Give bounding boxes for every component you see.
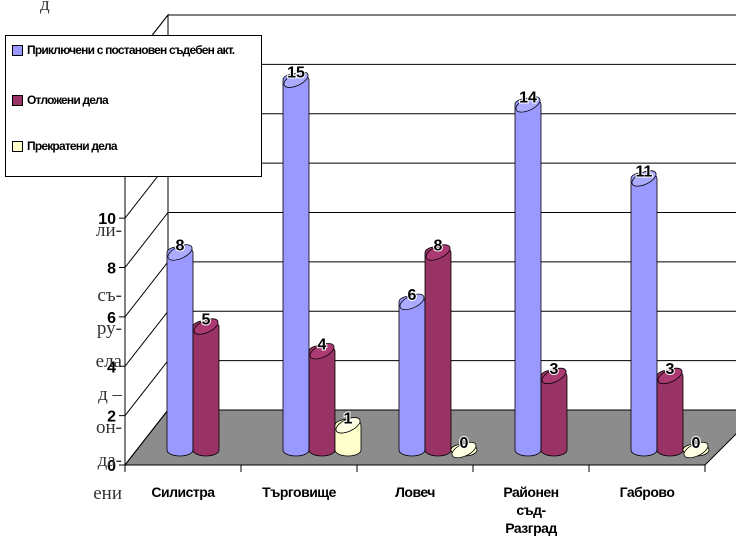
bar-cap <box>657 367 683 385</box>
bar-cap <box>541 367 567 385</box>
bar <box>514 97 542 457</box>
x-tick-label: Търговище <box>262 484 336 500</box>
bar <box>166 246 194 457</box>
x-tick-label: Силистра <box>151 484 215 500</box>
bar <box>630 172 658 457</box>
legend: Приключени с постановен съдебен акт. Отло… <box>5 35 262 177</box>
x-tick-label: Ловеч <box>395 484 435 500</box>
side-text: д – <box>98 384 122 405</box>
bar <box>308 344 336 457</box>
value-label: 8 <box>176 238 185 255</box>
bar-cap <box>309 343 335 360</box>
value-label: 3 <box>666 361 675 378</box>
value-label: 4 <box>318 336 327 353</box>
legend-swatch <box>12 141 23 152</box>
legend-entry: Прекратени дела <box>12 138 257 154</box>
value-label: 14 <box>519 89 537 106</box>
legend-label: Прекратени дела <box>27 139 118 153</box>
value-label: 5 <box>202 312 211 329</box>
bar <box>540 369 568 457</box>
side-text: ли- <box>96 220 122 241</box>
bar-cap <box>631 170 657 187</box>
value-label: 8 <box>434 238 443 255</box>
bar <box>282 73 310 457</box>
legend-swatch <box>12 95 23 106</box>
side-text: съ- <box>97 285 122 306</box>
y-tick-label: 2 <box>107 409 116 426</box>
x-tick-label: Районен съд-Разград <box>503 484 559 536</box>
side-text: он- <box>96 417 122 438</box>
side-text: ени <box>93 483 122 504</box>
y-tick-label: 8 <box>107 261 116 278</box>
legend-entry: Приключени с постановен съдебен акт. <box>12 42 257 58</box>
bar-cap <box>515 96 541 113</box>
legend-label: Приключени с постановен съдебен акт. <box>27 43 235 57</box>
bar <box>424 246 452 457</box>
bar-cap <box>683 441 709 459</box>
bar-cap <box>283 71 309 88</box>
value-label: 0 <box>692 435 701 452</box>
y-tick-label: 0 <box>107 458 116 475</box>
value-label: 3 <box>550 361 559 378</box>
bar-cap <box>193 318 219 335</box>
value-label: 0 <box>460 435 469 452</box>
side-text: ела <box>95 351 122 372</box>
bar-cap <box>451 441 477 459</box>
bar-cap <box>399 293 425 311</box>
legend-entry: Отложени дела <box>12 92 257 108</box>
bar <box>398 295 426 457</box>
y-tick-label: 10 <box>98 211 116 228</box>
value-label: 6 <box>408 287 417 304</box>
value-label: 1 <box>344 410 353 427</box>
side-text: да- <box>97 450 122 471</box>
y-tick-label: 4 <box>107 359 116 376</box>
legend-label: Отложени дела <box>27 93 109 107</box>
value-label: 15 <box>287 65 305 82</box>
side-text: ру- <box>96 318 122 339</box>
bar <box>192 320 220 457</box>
y-tick-label: 6 <box>107 310 116 327</box>
grid-line <box>124 212 736 268</box>
x-tick-label: Габрово <box>619 484 675 500</box>
bar-cap <box>167 244 193 261</box>
side-text: д <box>40 0 50 15</box>
legend-swatch <box>12 45 23 56</box>
value-label: 11 <box>636 163 653 180</box>
bar-cap <box>335 417 361 434</box>
bar-cap <box>425 244 451 261</box>
